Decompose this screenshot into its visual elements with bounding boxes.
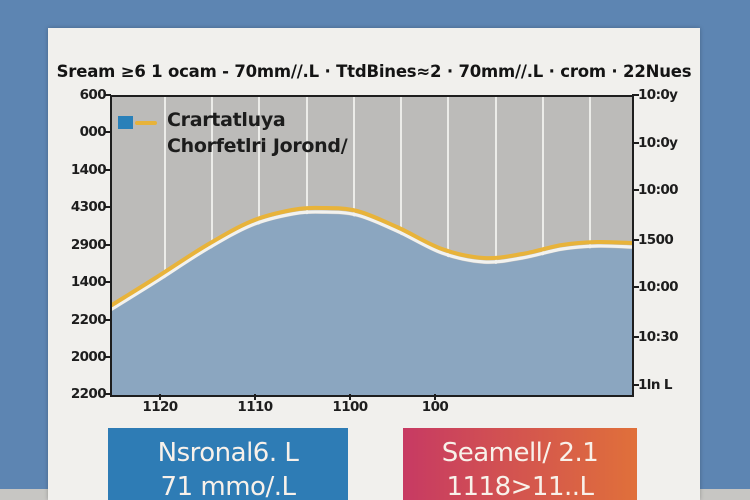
left-axis-tick	[104, 131, 111, 133]
right-axis-tick	[632, 384, 639, 386]
left-axis-tick	[104, 169, 111, 171]
chart-title: Sream ≥6 1 ocam - 70mm//.L · TtdBines≈2 …	[56, 62, 692, 81]
left-axis-tick	[104, 281, 111, 283]
legend-text: Crartatluya Chorfetlri Jorond/	[167, 107, 348, 159]
x-axis-tick	[159, 394, 161, 400]
stat-blue-line1: Nsronal6. L	[157, 438, 299, 468]
gridline	[542, 97, 544, 395]
left-axis-label: 1400	[70, 274, 107, 290]
right-axis-tick	[632, 239, 639, 241]
legend-label-line1: Crartatluya	[167, 109, 286, 131]
stat-gradient-line2: 1118>11..L	[446, 472, 594, 500]
plot-area: Crartatluya Chorfetlri Jorond/	[110, 95, 634, 397]
right-axis-label: 10:0y	[638, 135, 678, 151]
left-axis-label: 2000	[70, 349, 107, 365]
gridline	[164, 97, 166, 395]
x-axis-tick	[434, 394, 436, 400]
area-chart	[112, 205, 632, 395]
left-axis-tick	[104, 244, 111, 246]
left-axis-label: 2200	[70, 312, 107, 328]
x-axis-tick	[254, 394, 256, 400]
series-line	[112, 205, 632, 307]
left-axis-label: 2200	[70, 386, 107, 402]
left-axis-tick	[104, 94, 111, 96]
right-axis-label: 10:00	[638, 279, 679, 295]
right-axis-tick	[632, 142, 639, 144]
left-axis-label: 000	[79, 124, 107, 140]
left-axis-label: 4300	[70, 199, 107, 215]
left-axis-label: 1400	[70, 162, 107, 178]
stat-blue-line2: 71 mmo/.L	[160, 472, 296, 500]
stat-card-gradient: Seamell/ 2.1 1118>11..L	[403, 428, 637, 500]
x-axis-label: 1110	[237, 399, 273, 415]
x-axis-label: 1120	[142, 399, 178, 415]
x-axis-label: 100	[421, 399, 449, 415]
right-axis-tick	[632, 336, 639, 338]
legend-swatches	[118, 116, 157, 129]
left-axis-label: 600	[79, 87, 107, 103]
area-fill	[112, 213, 632, 395]
left-axis-tick	[104, 319, 111, 321]
right-axis-tick	[632, 189, 639, 191]
right-axis-label: 10:30	[638, 329, 679, 345]
stat-card-blue: Nsronal6. L 71 mmo/.L	[108, 428, 348, 500]
gridline	[495, 97, 497, 395]
gridline	[447, 97, 449, 395]
chart-card: Sream ≥6 1 ocam - 70mm//.L · TtdBines≈2 …	[48, 28, 700, 500]
legend-label-line2: Chorfetlri Jorond/	[167, 135, 348, 157]
right-axis-label: 10:0y	[638, 87, 678, 103]
left-axis-tick	[104, 206, 111, 208]
left-axis-tick	[104, 356, 111, 358]
right-axis-tick	[632, 286, 639, 288]
right-axis-label: 1500	[638, 232, 674, 248]
legend-dash-icon	[135, 120, 157, 125]
x-axis-tick	[349, 394, 351, 400]
right-axis-label: 1ln L	[638, 377, 673, 393]
right-axis-tick	[632, 94, 639, 96]
line-under-stroke	[112, 210, 632, 311]
stat-gradient-line1: Seamell/ 2.1	[441, 438, 599, 468]
legend-square-icon	[118, 116, 133, 129]
x-axis-label: 1100	[332, 399, 368, 415]
left-axis-label: 2900	[70, 237, 107, 253]
legend: Crartatluya Chorfetlri Jorond/	[118, 107, 348, 159]
left-axis-tick	[104, 393, 111, 395]
right-axis-label: 10:00	[638, 182, 679, 198]
